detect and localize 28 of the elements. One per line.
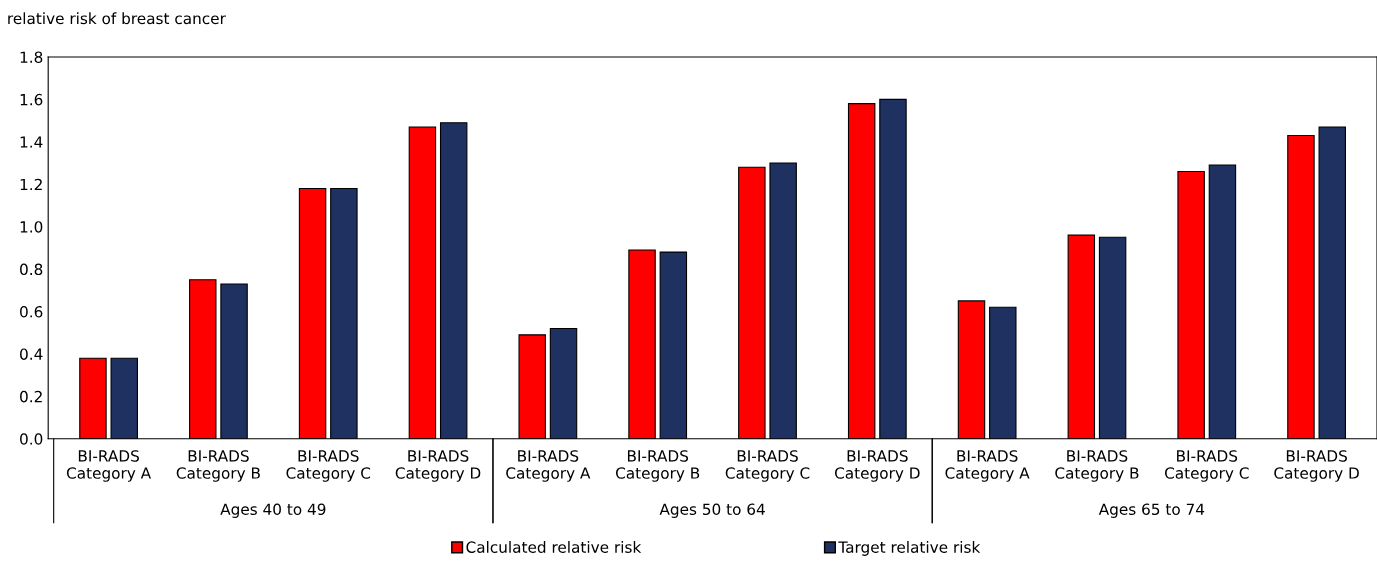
y-tick-label: 0.6	[20, 305, 43, 318]
y-tick-label: 1.2	[20, 178, 42, 191]
x-tick-label: BI-RADS Category B	[1055, 450, 1139, 482]
legend-label: Calculated relative risk	[466, 541, 642, 553]
legend-label: Target relative risk	[838, 541, 981, 556]
text: Ages 50 to 64	[659, 503, 765, 518]
x-tick-label: BI-RADS Category C	[725, 450, 810, 482]
x-tick-label: BI-RADS Category D	[395, 450, 481, 482]
x-tick-label: BI-RADS Category A	[66, 450, 152, 482]
y-tick-label: 0.4	[20, 348, 43, 360]
x-tick-label: BI-RADS Category C	[286, 450, 371, 482]
x-tick-label: BI-RADS Category D	[834, 450, 920, 482]
text: Ages 65 to 74	[1098, 503, 1205, 518]
x-tick-label: BI-RADS Category C	[1164, 450, 1249, 482]
y-tick-label: 0.8	[20, 263, 43, 276]
y-tick-label: 1.8	[20, 51, 43, 63]
x-tick-label: BI-RADS Category B	[615, 450, 700, 482]
y-tick-label: 1.0	[20, 221, 43, 233]
x-tick-label: BI-RADS Category A	[506, 450, 591, 482]
y-tick-label: 1.6	[20, 93, 43, 106]
y-tick-label: 1.4	[20, 136, 43, 148]
y-axis-title: relative risk of breast cancer	[8, 12, 226, 25]
x-tick-label: BI-RADS Category B	[176, 450, 260, 482]
y-tick-label: 0.2	[20, 390, 42, 403]
text: Ages 40 to 49	[220, 503, 326, 518]
x-tick-label: BI-RADS Category D	[1274, 450, 1359, 482]
y-tick-label: 0.0	[20, 433, 43, 445]
x-tick-label: BI-RADS Category A	[945, 450, 1030, 482]
